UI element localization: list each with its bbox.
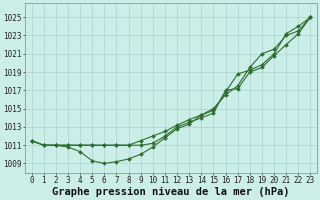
X-axis label: Graphe pression niveau de la mer (hPa): Graphe pression niveau de la mer (hPa) <box>52 186 290 197</box>
